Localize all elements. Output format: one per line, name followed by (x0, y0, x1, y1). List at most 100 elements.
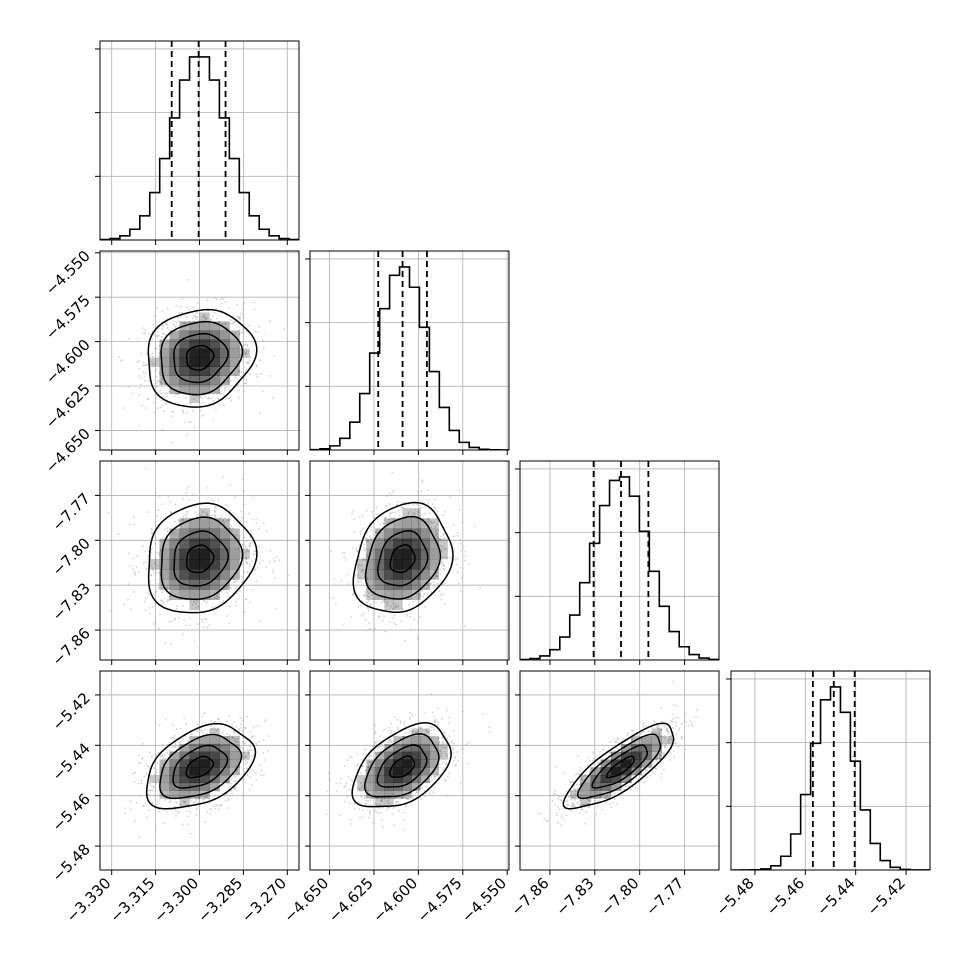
scatter-point (600, 795, 603, 798)
density-cell (402, 538, 412, 550)
density-cell (189, 393, 200, 404)
scatter-point (362, 787, 365, 790)
scatter-point (164, 797, 167, 800)
scatter-point (229, 795, 231, 797)
scatter-point (227, 397, 230, 400)
scatter-point (243, 382, 246, 385)
density-cell (402, 559, 412, 570)
scatter-point (201, 316, 204, 318)
scatter-point (177, 519, 180, 522)
scatter-point (419, 615, 421, 618)
scatter-point (178, 312, 181, 314)
scatter-point (147, 765, 150, 768)
density-cell (375, 589, 385, 600)
scatter-point (437, 767, 439, 770)
scatter-point (451, 740, 454, 743)
scatter-point (572, 789, 575, 792)
scatter-point (240, 510, 243, 513)
density-cell (179, 528, 190, 539)
density-cell (229, 559, 240, 570)
scatter-point (410, 629, 412, 631)
scatter-point (164, 642, 167, 644)
scatter-point (434, 775, 437, 778)
scatter-point (384, 517, 387, 520)
scatter-point (433, 585, 436, 588)
scatter-point (154, 370, 157, 373)
scatter-point (374, 802, 377, 805)
scatter-point (691, 725, 694, 728)
scatter-point (431, 522, 433, 525)
scatter-point (157, 407, 159, 410)
scatter-point (165, 810, 168, 813)
scatter-point (244, 740, 247, 742)
scatter-point (566, 803, 569, 806)
scatter-point (235, 586, 238, 589)
scatter-point (147, 593, 150, 596)
scatter-point (643, 730, 645, 733)
scatter-point (368, 535, 371, 537)
scatter-point (387, 744, 390, 747)
scatter-point (155, 571, 158, 574)
scatter-point (674, 742, 677, 745)
scatter-point (441, 742, 443, 745)
scatter-point (367, 761, 370, 764)
scatter-point (389, 621, 391, 623)
scatter-point (397, 605, 400, 608)
density-cell (169, 330, 180, 340)
scatter-point (263, 333, 266, 336)
scatter-point (214, 297, 217, 300)
panel-p2-p2 (305, 250, 510, 455)
scatter-point (258, 326, 261, 328)
density-cell (189, 759, 200, 768)
scatter-point (246, 539, 248, 542)
contour-level-0 (389, 544, 416, 574)
scatter-point (442, 740, 444, 743)
scatter-point (129, 608, 132, 610)
scatter-point (661, 735, 664, 738)
scatter-point (599, 750, 602, 753)
scatter-point (444, 556, 446, 559)
scatter-point (374, 809, 377, 812)
scatter-point (365, 800, 368, 802)
scatter-point (557, 822, 560, 825)
density-cell (429, 759, 439, 768)
density-cell (199, 508, 210, 519)
scatter-point (434, 721, 437, 724)
scatter-point (161, 324, 164, 327)
scatter-point (258, 740, 260, 743)
scatter-point (160, 340, 163, 343)
scatter-point (206, 626, 209, 629)
scatter-point (160, 399, 163, 402)
scatter-point (176, 316, 179, 319)
scatter-point (388, 739, 390, 742)
scatter-point (366, 590, 369, 593)
scatter-point (452, 759, 455, 762)
scatter-point (238, 766, 241, 768)
scatter-point (406, 598, 409, 601)
scatter-point (420, 490, 423, 493)
contour-level-2 (576, 733, 662, 800)
scatter-point (370, 804, 373, 807)
scatter-point (587, 802, 589, 805)
scatter-point (158, 352, 160, 354)
scatter-point (366, 531, 369, 534)
scatter-point (675, 704, 678, 707)
scatter-point (131, 772, 134, 775)
scatter-point (669, 758, 672, 761)
scatter-point (230, 778, 233, 781)
density-cell (651, 736, 662, 745)
scatter-point (209, 807, 212, 810)
scatter-point (235, 580, 238, 583)
scatter-point (388, 503, 391, 505)
scatter-point (680, 737, 683, 740)
density-cell (375, 559, 385, 570)
scatter-point (223, 588, 225, 591)
scatter-point (595, 797, 598, 800)
density-cell (590, 790, 601, 799)
scatter-point (154, 347, 156, 350)
scatter-point (207, 397, 210, 400)
scatter-point (268, 374, 271, 377)
scatter-point (223, 394, 225, 397)
scatter-point (248, 362, 250, 364)
scatter-point (560, 824, 563, 827)
